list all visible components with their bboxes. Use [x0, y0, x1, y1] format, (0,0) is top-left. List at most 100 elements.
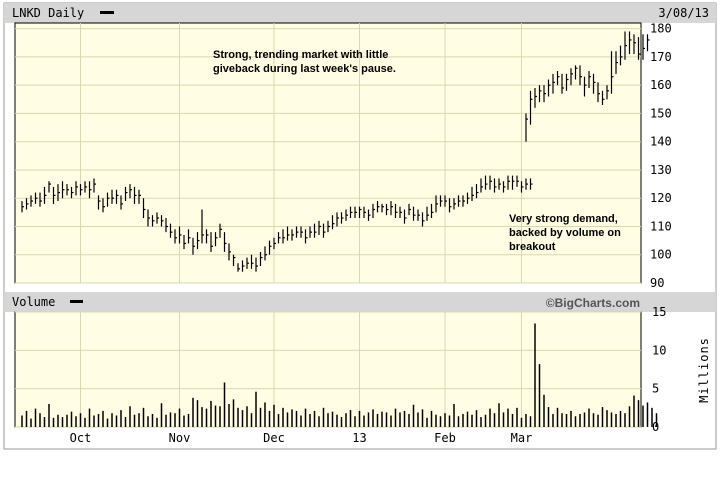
price-bar	[66, 184, 69, 196]
price-axis: 90 100 110 120 130 140 150 160 170 180	[650, 22, 672, 290]
volume-header-bar	[4, 292, 716, 312]
annotation-top-line-2: giveback during last week's pause.	[213, 63, 396, 75]
price-bar	[183, 234, 186, 250]
price-bar	[300, 226, 303, 238]
price-bar	[97, 195, 101, 210]
price-tick-label: 150	[650, 106, 672, 120]
price-bar	[277, 232, 281, 244]
price-bar	[151, 215, 155, 227]
price-bar	[480, 178, 483, 193]
price-bar	[421, 212, 425, 227]
price-bar	[295, 226, 299, 238]
annotation-top: Strong, trending market with little give…	[213, 49, 396, 75]
price-bar	[417, 209, 420, 221]
price-bar	[322, 223, 326, 238]
price-bar	[367, 209, 371, 221]
price-bar	[381, 203, 384, 213]
price-bar	[147, 209, 150, 227]
price-bar	[331, 215, 335, 230]
price-bar	[642, 34, 645, 60]
price-bar	[106, 192, 110, 207]
price-bar	[111, 189, 114, 204]
price-bar	[561, 73, 564, 94]
ticker-label: LNKD Daily	[12, 6, 84, 20]
time-tick-label: Oct	[70, 431, 92, 445]
volume-label: Volume	[12, 295, 55, 309]
volume-panel	[14, 311, 642, 428]
price-bar	[115, 189, 119, 204]
price-bar	[259, 251, 263, 267]
price-bar	[453, 198, 456, 210]
volume-axis: 0 5 10 15	[652, 305, 666, 434]
price-bar	[615, 51, 618, 74]
price-bar	[358, 206, 362, 218]
price-bar	[273, 237, 276, 250]
price-tick-label: 120	[650, 191, 672, 205]
price-bar	[246, 257, 249, 269]
price-bar	[70, 186, 74, 199]
price-bar	[448, 198, 452, 213]
price-bar	[88, 181, 92, 199]
price-tick-label: 110	[650, 219, 672, 233]
price-bar	[318, 220, 321, 235]
annotation-right-line-3: breakout	[509, 241, 556, 253]
price-bar	[178, 226, 182, 244]
price-bar	[552, 73, 555, 94]
price-bar	[61, 181, 65, 199]
price-bar	[34, 192, 38, 204]
price-bar	[399, 206, 402, 218]
price-bar	[129, 184, 132, 199]
price-bar	[21, 201, 24, 213]
price-bar	[340, 212, 344, 224]
price-bar	[133, 186, 137, 204]
price-bar	[444, 195, 447, 207]
annotation-right-line-1: Very strong demand,	[509, 213, 618, 225]
volume-tick-label: 5	[652, 382, 659, 396]
price-bar	[435, 195, 438, 213]
price-bar	[507, 175, 510, 190]
price-bar	[363, 206, 366, 218]
price-bar	[372, 203, 375, 218]
price-header-bar	[4, 3, 716, 23]
volume-tick-label: 0	[652, 420, 659, 434]
price-bar	[520, 181, 524, 193]
price-bar	[426, 206, 429, 221]
price-bar	[120, 195, 123, 210]
price-bar	[255, 257, 258, 272]
price-bar	[588, 71, 591, 88]
price-bar	[489, 175, 492, 190]
price-bar	[43, 186, 47, 204]
price-bar	[291, 229, 294, 241]
price-bar	[376, 201, 380, 213]
price-bar	[439, 195, 443, 207]
price-bar	[394, 203, 398, 218]
ticker-legend-swatch	[100, 11, 114, 14]
price-bar	[160, 215, 164, 227]
price-bar	[327, 220, 330, 233]
price-bar	[48, 181, 51, 193]
price-tick-label: 140	[650, 135, 672, 149]
price-bar	[219, 223, 222, 238]
price-tick-label: 160	[650, 78, 672, 92]
price-bar	[102, 198, 105, 213]
price-bar	[498, 178, 501, 190]
time-tick-label: Mar	[511, 431, 533, 445]
price-bar	[624, 31, 627, 60]
price-bar	[286, 226, 290, 241]
price-bar	[534, 88, 537, 108]
price-bar	[138, 189, 141, 204]
price-bar	[565, 73, 569, 91]
price-bar	[192, 237, 195, 255]
price-bar	[547, 79, 551, 97]
price-bar	[525, 113, 528, 142]
price-bar	[408, 203, 411, 216]
price-bar	[241, 260, 245, 272]
price-bar	[493, 178, 497, 193]
price-bar	[228, 243, 231, 261]
price-bar	[543, 85, 546, 103]
price-bar	[579, 65, 582, 86]
volume-ylabel: Millions	[697, 337, 711, 403]
price-bar	[403, 209, 407, 224]
price-bar	[165, 218, 168, 233]
